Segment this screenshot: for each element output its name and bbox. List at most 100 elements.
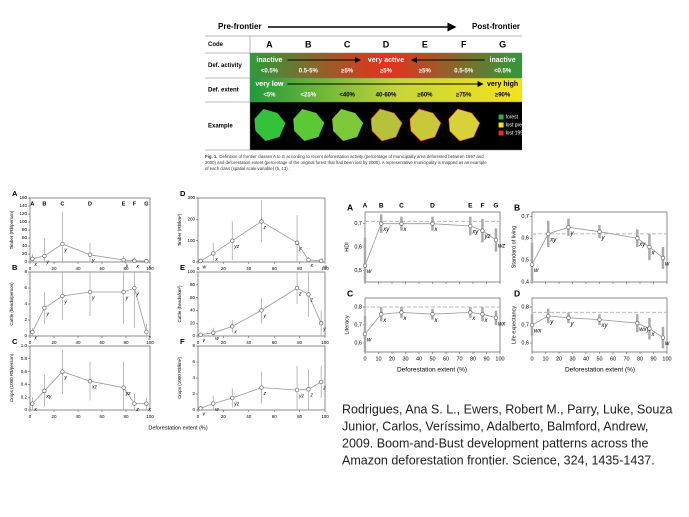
x-tick-label: 40 [416, 356, 422, 362]
y-tick-label: 0,8 [521, 304, 529, 310]
x-tick-label: 20 [221, 266, 227, 271]
significance-letter: w [203, 264, 207, 270]
x-tick-label: 20 [221, 340, 227, 345]
legend-label: lost 1997-2000 [506, 130, 539, 136]
data-point [144, 259, 149, 264]
extent-range: <40% [339, 93, 355, 99]
y-tick-label: 4 [24, 301, 27, 306]
significance-letter: xy [382, 227, 390, 233]
activity-range: 0.5-5% [454, 69, 474, 75]
x-tick-label: 0 [197, 414, 200, 419]
class-letter: B [379, 203, 384, 210]
x-tick-label: 0 [363, 356, 366, 362]
x-tick-label: 60 [99, 340, 105, 345]
y-tick-label: 100 [187, 269, 195, 274]
y-tick-label: 0,5 [354, 268, 362, 274]
y-tick-label: 20 [190, 320, 196, 325]
pre-label: Pre-frontier [218, 22, 262, 31]
x-tick-label: 20 [51, 414, 57, 419]
significance-letter: y [91, 258, 95, 264]
data-point [30, 329, 35, 335]
extent-range: <25% [301, 93, 317, 99]
x-axis-label: Deforestation extent (%) [397, 367, 467, 374]
data-point [211, 251, 216, 256]
plot-frame [197, 271, 326, 337]
data-point [42, 253, 47, 259]
data-point [30, 256, 35, 261]
data-point [87, 289, 93, 295]
data-point [430, 312, 435, 317]
significance-letter: y [298, 246, 302, 252]
data-point [647, 244, 652, 250]
data-point [121, 385, 126, 390]
class-letter: E [468, 203, 473, 210]
data-point [121, 257, 126, 263]
x-tick-label: 80 [123, 340, 129, 345]
y-tick-label: 0.4 [21, 382, 28, 387]
class-letter: D [88, 201, 92, 207]
y-tick-label: 140 [19, 203, 27, 208]
y-tick-label: 2 [192, 391, 195, 396]
significance-letter: y [569, 231, 574, 237]
y-tick-label: 80 [190, 282, 196, 287]
significance-letter: x [434, 227, 439, 233]
row-label: Def. activity [208, 63, 242, 69]
x-tick-label: 90 [650, 356, 656, 362]
y-tick-label: 100 [187, 238, 195, 243]
class-letter: C [399, 203, 404, 210]
y-tick-label: 40 [190, 308, 196, 313]
data-point [597, 317, 602, 322]
significance-letter: y [322, 327, 326, 333]
x-tick-label: 50 [596, 356, 602, 362]
extent-range: <5% [263, 93, 276, 99]
extent-band [250, 78, 522, 102]
data-point [144, 329, 149, 335]
significance-letter: z [309, 393, 313, 399]
class-code: F [461, 39, 467, 49]
x-tick-label: 80 [297, 414, 303, 419]
activity-band [250, 53, 522, 78]
data-point [198, 406, 203, 411]
significance-letter: yz [233, 401, 240, 407]
x-tick-label: 70 [456, 356, 462, 362]
data-point [306, 257, 311, 263]
significance-letter: z [147, 335, 151, 341]
x-tick-label: 0 [29, 414, 32, 419]
data-point [660, 255, 666, 261]
significance-letter: z [263, 391, 267, 397]
activity-word: inactive [490, 57, 516, 64]
significance-letter: w [367, 338, 372, 344]
y-axis-label: HDI [344, 242, 350, 252]
x-tick-label: 10 [542, 356, 548, 362]
x-tick-label: 60 [99, 414, 105, 419]
citation-line: Junior, Carlos, Veríssimo, Adalberto, Ba… [342, 419, 648, 433]
x-tick-label: 40 [75, 266, 81, 271]
class-code: A [266, 39, 273, 49]
significance-letter: x [125, 263, 129, 269]
y-axis-label: Literacy [344, 315, 350, 335]
y-axis-label: Cattle (heads/person) [9, 282, 14, 326]
x-tick-label: 100 [146, 266, 154, 271]
x-tick-label: 20 [51, 340, 57, 345]
y-tick-label: 0,5 [521, 258, 529, 264]
x-tick-label: 40 [583, 356, 589, 362]
data-point [635, 321, 640, 326]
data-point [198, 332, 203, 337]
class-letter: E [122, 201, 126, 207]
data-point [211, 401, 216, 406]
panel-letter: A [347, 202, 353, 212]
x-tick-label: 30 [569, 356, 575, 362]
significance-letter: v [203, 338, 206, 344]
data-point [566, 225, 571, 230]
y-tick-label: 300 [187, 195, 195, 200]
data-point [211, 330, 216, 335]
x-tick-label: 10 [375, 356, 381, 362]
x-tick-label: 100 [662, 356, 671, 362]
data-point [42, 305, 47, 311]
data-point [132, 258, 137, 263]
significance-letter: wx [498, 321, 506, 327]
example-map [448, 108, 481, 142]
citation-line: Amazon deforestation frontier. Science, … [342, 453, 655, 467]
x-tick-label: 100 [321, 266, 329, 271]
extent-range: 40-60% [376, 93, 397, 99]
